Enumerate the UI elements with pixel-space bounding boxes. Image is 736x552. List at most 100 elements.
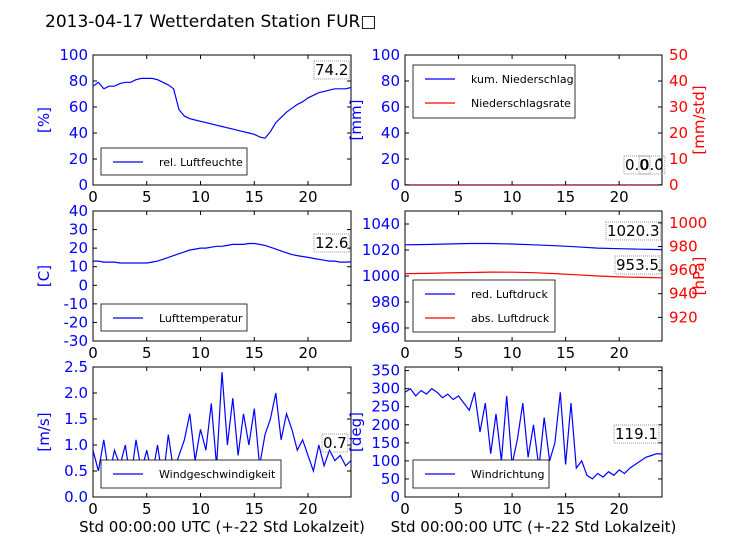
precipitation-ytick-label: 100 (371, 46, 400, 64)
temperature-ytick-label: 40 (69, 202, 88, 220)
pressure-ytick-label: 1000 (362, 267, 400, 285)
precipitation-ylabel-right: [mm/std] (690, 85, 708, 154)
pressure-ytick-right-label: 920 (669, 308, 698, 326)
figure-title: 2013-04-17 Wetterdaten Station FUR□ (45, 12, 376, 32)
humidity-xtick-label: 5 (142, 188, 152, 206)
precipitation-ytick-right-label: 0 (669, 176, 679, 194)
winddirection-ytick-label: 50 (381, 470, 400, 488)
pressure-legend-label: red. Luftdruck (471, 288, 548, 301)
winddirection-ytick-label: 350 (371, 362, 400, 380)
winddirection-ytick-label: 200 (371, 416, 400, 434)
humidity-ytick-label: 20 (69, 150, 88, 168)
pressure-series-line-2 (405, 271, 662, 279)
pressure-ytick-label: 1040 (362, 215, 400, 233)
precipitation-legend-label: Niederschlagsrate (471, 97, 571, 110)
precipitation-value-label-2-box (638, 155, 666, 175)
precipitation-ytick-right-label: 10 (669, 150, 688, 168)
windspeed-ytick-label: 0.0 (64, 488, 88, 506)
temperature-ytick-label: -10 (64, 295, 89, 313)
pressure-ytick-label: 960 (371, 319, 400, 337)
precipitation-xtick-label: 0 (400, 188, 410, 206)
temperature-ylabel-left: [C] (35, 265, 53, 287)
precipitation-ytick-label: 0 (390, 176, 400, 194)
temperature-ytick-label: 0 (78, 276, 88, 294)
winddirection-legend-label: Windrichtung (471, 468, 544, 481)
temperature-value-label: 12.6 (315, 234, 348, 252)
winddirection-xtick-label: 15 (556, 500, 575, 518)
windspeed-xtick-label: 5 (142, 500, 152, 518)
humidity-axes-frame (92, 54, 352, 186)
temperature-xtick-label: 5 (142, 344, 152, 362)
precipitation-ytick-label: 40 (381, 124, 400, 142)
windspeed-xlabel: Std 00:00:00 UTC (+-22 Std Lokalzeit) (79, 518, 365, 536)
winddirection-axes-frame (404, 366, 663, 498)
pressure-ytick-right-label: 940 (669, 285, 698, 303)
temperature-xtick-label: 0 (88, 344, 98, 362)
windspeed-series-line-1 (93, 372, 351, 482)
precipitation-ylabel-left: [mm] (347, 100, 365, 141)
precipitation-ytick-label: 20 (381, 150, 400, 168)
temperature-value-label-box (313, 233, 350, 253)
pressure-value-label: 1020.3 (607, 222, 660, 240)
pressure-legend-box (412, 279, 556, 333)
pressure-legend-label: abs. Luftdruck (471, 312, 550, 325)
windspeed-ytick-label: 2.5 (64, 358, 88, 376)
precipitation-ytick-right-label: 40 (669, 72, 688, 90)
humidity-legend-label: rel. Luftfeuchte (159, 156, 243, 169)
precipitation-xtick-label: 20 (610, 188, 629, 206)
pressure-ytick-right-label: 960 (669, 261, 698, 279)
precipitation-legend-box (412, 64, 576, 119)
winddirection-xtick-label: 10 (503, 500, 522, 518)
winddirection-value-label: 119.1 (615, 425, 658, 443)
humidity-ytick-label: 100 (59, 46, 88, 64)
windspeed-axes-frame (92, 366, 352, 498)
windspeed-ytick-label: 2.0 (64, 384, 88, 402)
precipitation-value-label-2: 0.0 (640, 156, 664, 174)
humidity-ytick-label: 0 (78, 176, 88, 194)
humidity-xtick-label: 15 (245, 188, 264, 206)
humidity-ytick-label: 60 (69, 98, 88, 116)
humidity-value-label-box (313, 60, 350, 80)
humidity-xtick-label: 10 (191, 188, 210, 206)
humidity-ytick-label: 80 (69, 72, 88, 90)
winddirection-ylabel-left: [deg] (347, 412, 365, 452)
precipitation-value-label-box (623, 155, 651, 175)
pressure-ytick-right-label: 980 (669, 237, 698, 255)
pressure-ylabel-right: [hPa] (690, 257, 708, 296)
temperature-ytick-label: 30 (69, 221, 88, 239)
windspeed-legend-label: Windgeschwindigkeit (159, 468, 276, 481)
precipitation-xtick-label: 15 (556, 188, 575, 206)
temperature-ytick-label: -30 (64, 332, 89, 350)
pressure-ytick-right-label: 1000 (669, 214, 707, 232)
winddirection-ytick-label: 150 (371, 434, 400, 452)
temperature-ytick-label: -20 (64, 313, 89, 331)
winddirection-ytick-label: 300 (371, 380, 400, 398)
temperature-ytick-label: 10 (69, 258, 88, 276)
temperature-axes-frame (92, 210, 352, 342)
windspeed-ytick-label: 1.5 (64, 410, 88, 428)
precipitation-value-label: 0.0 (625, 156, 649, 174)
windspeed-ytick-label: 1.0 (64, 436, 88, 454)
pressure-value-label-2-box (614, 255, 661, 275)
winddirection-value-label-box (613, 424, 660, 444)
winddirection-ytick-label: 100 (371, 452, 400, 470)
winddirection-xlabel: Std 00:00:00 UTC (+-22 Std Lokalzeit) (391, 518, 677, 536)
pressure-value-label-2: 953.5 (616, 256, 659, 274)
pressure-value-label-box (605, 221, 661, 241)
temperature-ytick-label: 20 (69, 239, 88, 257)
pressure-series-line-1 (405, 242, 662, 251)
humidity-xtick-label: 0 (88, 188, 98, 206)
winddirection-xtick-label: 5 (454, 500, 464, 518)
windspeed-xtick-label: 0 (88, 500, 98, 518)
humidity-series-line-1 (93, 77, 351, 139)
windspeed-value-label-box (321, 433, 349, 453)
precipitation-xtick-label: 10 (503, 188, 522, 206)
pressure-xtick-label: 10 (503, 344, 522, 362)
temperature-xtick-label: 20 (298, 344, 317, 362)
precipitation-xtick-label: 5 (454, 188, 464, 206)
pressure-xtick-label: 20 (610, 344, 629, 362)
humidity-value-label: 74.2 (315, 61, 348, 79)
windspeed-xtick-label: 15 (245, 500, 264, 518)
pressure-xtick-label: 5 (454, 344, 464, 362)
